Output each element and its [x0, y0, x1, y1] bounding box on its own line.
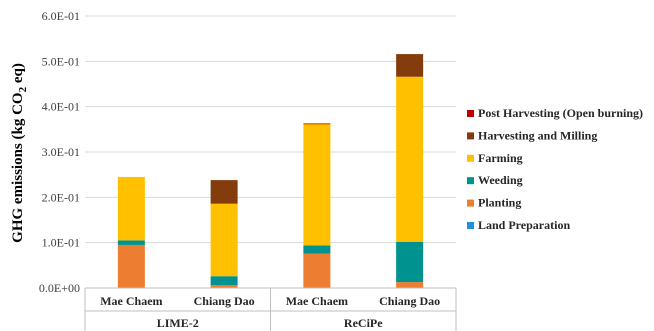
- bar-segment: [210, 180, 238, 204]
- legend-swatch: [467, 132, 474, 140]
- bar-segment: [303, 253, 331, 288]
- bar-segment: [210, 276, 238, 286]
- x-group-label: LIME-2: [157, 316, 199, 330]
- legend-swatch: [467, 222, 474, 229]
- legend-label: Land Preparation: [478, 218, 570, 232]
- bar-segment: [396, 282, 424, 288]
- bar-segment: [396, 54, 424, 77]
- bar-segment: [303, 245, 331, 254]
- y-axis-label: GHG emissions (kg CO2 eq): [10, 63, 29, 243]
- bars: [117, 54, 424, 288]
- y-tick-label: 6.0E-01: [42, 9, 80, 23]
- y-axis-ticks: 0.0E+00 1.0E-01 2.0E-01 3.0E-01 4.0E-01 5.0E-…: [39, 9, 80, 295]
- legend-swatch: [467, 199, 474, 207]
- bar-segment: [210, 285, 238, 288]
- y-tick-label: 2.0E-01: [42, 190, 80, 204]
- y-tick-label: 3.0E-01: [42, 145, 80, 159]
- legend-label: Planting: [478, 196, 521, 210]
- legend-label: Farming: [478, 151, 523, 165]
- x-category-label: Chiang Dao: [194, 294, 255, 308]
- legend-label: Harvesting and Milling: [478, 128, 597, 142]
- legend-swatch: [467, 177, 474, 185]
- bar-segment: [303, 123, 331, 246]
- x-category-label: Mae Chaem: [286, 294, 348, 308]
- y-tick-label: 1.0E-01: [42, 236, 80, 250]
- legend-swatch: [467, 154, 474, 162]
- bar-segment: [396, 76, 424, 242]
- x-axis: Mae Chaem Chiang Dao Mae Chaem Chiang Dao LI…: [84, 287, 457, 331]
- x-category-label: Mae Chaem: [100, 294, 162, 308]
- legend: Post Harvesting (Open burning) Harvesting…: [467, 106, 643, 232]
- x-group-label: ReCiPe: [344, 316, 383, 330]
- x-category-label: Chiang Dao: [379, 294, 440, 308]
- bar-segment: [210, 203, 238, 277]
- legend-label: Weeding: [478, 173, 523, 187]
- y-tick-label: 4.0E-01: [42, 100, 80, 114]
- bar-segment: [396, 241, 424, 283]
- bar-segment: [117, 244, 145, 288]
- legend-swatch: [467, 110, 474, 117]
- legend-label: Post Harvesting (Open burning): [478, 106, 643, 120]
- bar-segment: [117, 240, 145, 245]
- gridlines: [85, 15, 456, 244]
- bar-segment: [117, 176, 145, 241]
- bar-segment: [303, 123, 331, 125]
- y-tick-label: 0.0E+00: [39, 281, 80, 295]
- y-tick-label: 5.0E-01: [42, 54, 80, 68]
